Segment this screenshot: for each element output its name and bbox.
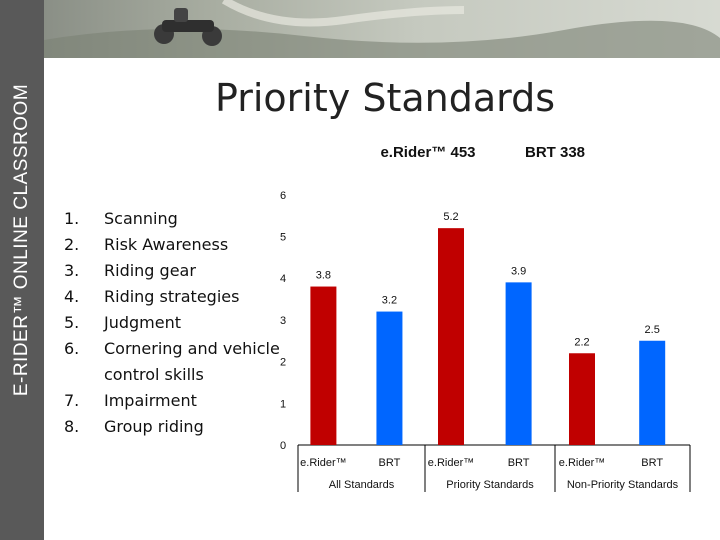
priority-number: 6. (64, 339, 80, 358)
bar (569, 353, 595, 445)
motorcycle-landscape-image (44, 0, 720, 58)
y-tick-label: 2 (280, 357, 286, 369)
priority-number: 8. (64, 417, 80, 436)
sidebar-band: E-RIDER™ ONLINE CLASSROOM (0, 0, 44, 540)
priority-text: Impairment (104, 391, 197, 410)
group-label: Priority Standards (446, 479, 534, 491)
bar (505, 282, 532, 445)
priority-text: Riding gear (104, 261, 196, 280)
x-tick-label: e.Rider™ (300, 457, 346, 469)
priority-number: 4. (64, 287, 80, 306)
priority-number: 1. (64, 209, 80, 228)
priority-number: 5. (64, 313, 80, 332)
priority-number: 2. (64, 235, 80, 254)
priority-item: 3. Riding gear (64, 258, 284, 284)
priority-text: Judgment (104, 313, 182, 332)
x-tick-label: e.Rider™ (428, 457, 474, 469)
priority-item: 4. Riding strategies (64, 284, 284, 310)
group-label: All Standards (329, 479, 395, 491)
y-tick-label: 6 (280, 190, 286, 202)
bar (310, 286, 337, 445)
group-label: Non-Priority Standards (567, 479, 679, 491)
data-label: 3.8 (316, 270, 331, 282)
x-tick-label: BRT (508, 457, 530, 469)
priority-text: Scanning (104, 209, 178, 228)
priority-item: 6. Cornering and vehicle control skills (64, 336, 284, 388)
priority-text: Risk Awareness (104, 235, 229, 254)
legend-label: BRT 338 (525, 144, 585, 161)
priority-text: Cornering and vehicle control skills (104, 339, 280, 384)
priority-text: Riding strategies (104, 287, 240, 306)
data-label: 3.2 (382, 295, 397, 307)
bar (639, 340, 666, 445)
data-label: 3.9 (511, 265, 526, 277)
data-label: 2.5 (645, 324, 660, 336)
header-banner-image (44, 0, 720, 58)
x-tick-label: e.Rider™ (559, 457, 605, 469)
y-tick-label: 3 (280, 315, 286, 327)
priority-item: 1. Scanning (64, 206, 284, 232)
data-label: 5.2 (443, 211, 458, 223)
priority-item: 7. Impairment (64, 388, 284, 414)
bar (376, 311, 403, 445)
bar (438, 228, 464, 445)
slide-title: Priority Standards (215, 76, 555, 120)
priority-number: 7. (64, 391, 80, 410)
priority-item: 8. Group riding (64, 414, 284, 440)
priority-item: 5. Judgment (64, 310, 284, 336)
y-tick-label: 1 (280, 398, 286, 410)
priority-list: 1. Scanning 2. Risk Awareness 3. Riding gear 4… (64, 206, 284, 440)
legend-label: e.Rider™ 453 (380, 144, 475, 161)
priority-number: 3. (64, 261, 80, 280)
y-tick-label: 4 (280, 273, 286, 285)
y-tick-label: 0 (280, 440, 286, 452)
x-tick-label: BRT (641, 457, 663, 469)
x-tick-label: BRT (379, 457, 401, 469)
priority-text: Group riding (104, 417, 204, 436)
priority-item: 2. Risk Awareness (64, 232, 284, 258)
data-label: 2.2 (574, 336, 589, 348)
y-tick-label: 5 (280, 232, 286, 244)
